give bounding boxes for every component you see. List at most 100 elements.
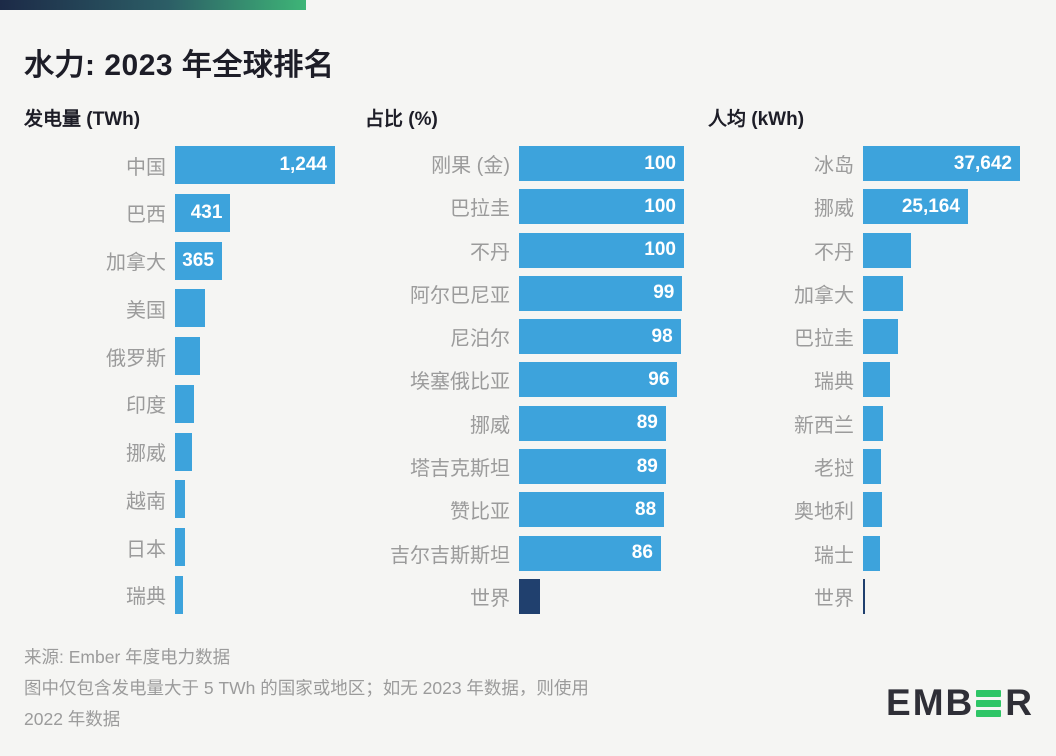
bar-rows: 刚果 (金) 100 巴拉圭 100 不丹 100 阿尔巴尼亚 99 尼泊尔 98 埃塞俄比亚 96 挪… — [364, 146, 684, 614]
country-bar — [863, 275, 904, 311]
bar-track: 96 — [519, 362, 684, 398]
bar-value-label: 100 — [644, 195, 676, 217]
country-bar — [863, 405, 884, 441]
country-bar: 99 — [519, 275, 683, 311]
country-label: 巴拉圭 — [450, 198, 510, 221]
page-title: 水力: 2023 年全球排名 — [24, 49, 335, 82]
country-label: 俄罗斯 — [106, 347, 166, 370]
bar-panel-share: 刚果 (金) 100 巴拉圭 100 不丹 100 阿尔巴尼亚 99 尼泊尔 98 埃塞俄比亚 96 挪… — [364, 146, 684, 614]
country-label: 埃塞俄比亚 — [410, 371, 510, 394]
footnote-line-2: 2022 年数据 — [24, 709, 121, 729]
panel-header-generation: 发电量 (TWh) — [24, 109, 141, 130]
country-label: 美国 — [126, 299, 166, 322]
country-bar — [863, 362, 891, 398]
bar-row: 不丹 100 — [364, 232, 684, 268]
country-bar — [863, 319, 899, 355]
bar-row: 加拿大 — [700, 275, 1020, 311]
bar-panel-generation: 中国 1,244 巴西 431 加拿大 365 美国俄罗斯印度挪威越南日本瑞典 — [24, 146, 335, 614]
bar-track: 100 — [519, 232, 684, 268]
country-bar: 89 — [519, 405, 666, 441]
bar-value-label: 89 — [636, 455, 658, 477]
bar-track — [175, 575, 335, 614]
bar-row: 老挝 — [700, 449, 1020, 485]
bar-track — [175, 432, 335, 471]
country-label: 阿尔巴尼亚 — [410, 284, 510, 307]
country-label: 不丹 — [470, 241, 510, 264]
country-label: 不丹 — [814, 241, 854, 264]
bar-value-label: 431 — [190, 201, 223, 223]
bar-row: 挪威 25,164 — [700, 189, 1020, 225]
panel-header-share: 占比 (%) — [365, 109, 438, 130]
bar-row: 世界 — [700, 578, 1020, 614]
country-label: 挪威 — [814, 198, 854, 221]
country-bar: 365 — [175, 241, 222, 280]
country-label: 越南 — [126, 490, 166, 513]
bar-row: 吉尔吉斯斯坦 86 — [364, 535, 684, 571]
bar-panel-per-capita: 冰岛 37,642 挪威 25,164 不丹加拿大巴拉圭瑞典新西兰老挝奥地利瑞士世界 — [700, 146, 1020, 614]
country-label: 巴西 — [126, 204, 166, 227]
bar-value-label: 25,164 — [901, 195, 960, 217]
bar-row: 阿尔巴尼亚 99 — [364, 275, 684, 311]
country-label: 瑞典 — [126, 586, 166, 609]
ember-logo-e-icon — [976, 689, 1002, 717]
bar-row: 加拿大 365 — [24, 241, 335, 280]
bar-row: 新西兰 — [700, 405, 1020, 441]
country-label: 冰岛 — [814, 155, 854, 177]
country-label: 老挝 — [814, 458, 854, 481]
bar-row: 巴拉圭 — [700, 319, 1020, 355]
bar-row: 巴西 431 — [24, 193, 335, 232]
country-bar: 98 — [519, 319, 681, 355]
bar-track: 37,642 — [863, 146, 1020, 181]
bar-rows: 冰岛 37,642 挪威 25,164 不丹加拿大巴拉圭瑞典新西兰老挝奥地利瑞士世界 — [700, 146, 1020, 614]
bar-track — [175, 337, 335, 376]
country-bar — [175, 289, 206, 328]
country-bar — [863, 449, 882, 485]
country-bar: 96 — [519, 362, 678, 398]
country-bar — [175, 480, 186, 519]
bar-value-label: 99 — [653, 282, 675, 304]
bar-track — [863, 405, 1020, 441]
bar-row: 尼泊尔 98 — [364, 319, 684, 355]
country-label: 瑞典 — [814, 371, 854, 394]
brand-gradient-bar — [0, 0, 306, 10]
bar-row: 中国 1,244 — [24, 146, 335, 184]
bar-track: 1,244 — [175, 146, 335, 184]
country-label: 印度 — [126, 395, 166, 418]
bar-track — [175, 528, 335, 567]
panel-header-per-capita: 人均 (kWh) — [708, 109, 805, 130]
bar-track — [863, 319, 1020, 355]
bar-row: 越南 — [24, 480, 335, 519]
bar-track — [863, 232, 1020, 268]
bar-track: 100 — [519, 189, 684, 225]
country-bar — [863, 492, 882, 528]
country-label: 塔吉克斯坦 — [410, 458, 510, 481]
bar-value-label: 100 — [644, 152, 676, 174]
bar-value-label: 365 — [182, 249, 214, 271]
country-label: 挪威 — [470, 414, 510, 437]
country-label: 新西兰 — [794, 414, 854, 437]
bar-track — [175, 384, 335, 423]
world-bar — [519, 578, 541, 614]
country-bar — [175, 575, 184, 614]
bar-value-label: 96 — [648, 368, 670, 390]
bar-track — [863, 362, 1020, 398]
country-label: 挪威 — [126, 443, 166, 466]
country-bar — [175, 432, 193, 471]
bar-value-label: 89 — [636, 412, 658, 434]
bar-row: 挪威 — [24, 432, 335, 471]
bar-row: 俄罗斯 — [24, 337, 335, 376]
bar-value-label: 86 — [631, 542, 653, 564]
country-bar: 431 — [175, 193, 231, 232]
bar-track — [863, 275, 1020, 311]
bar-row: 刚果 (金) 100 — [364, 146, 684, 181]
country-label: 日本 — [126, 538, 166, 561]
bar-row: 印度 — [24, 384, 335, 423]
bar-row: 世界 — [364, 578, 684, 614]
country-label: 瑞士 — [814, 544, 854, 567]
country-bar — [175, 384, 194, 423]
bar-track: 100 — [519, 146, 684, 181]
bar-row: 奥地利 — [700, 492, 1020, 528]
bar-track — [863, 449, 1020, 485]
country-bar: 86 — [519, 535, 661, 571]
